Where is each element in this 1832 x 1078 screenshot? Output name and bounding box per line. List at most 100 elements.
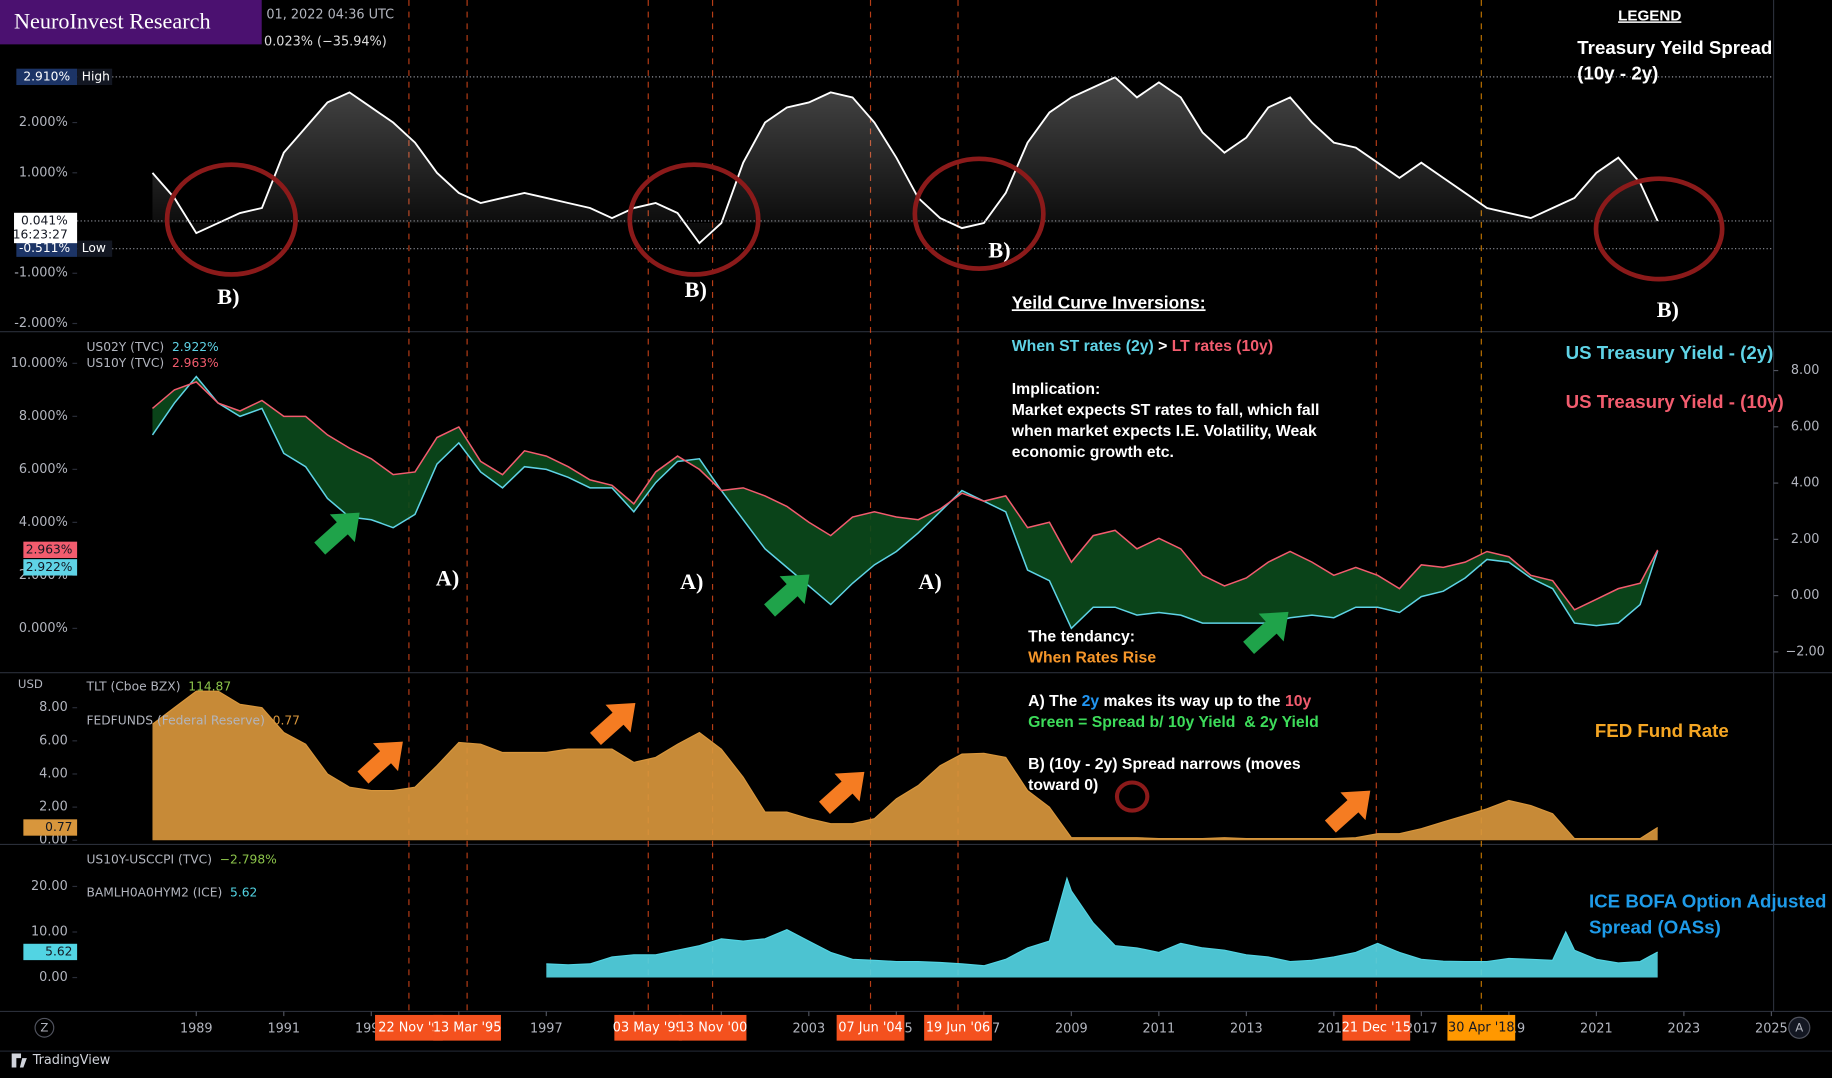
zoom-label[interactable]: Z <box>40 1020 48 1034</box>
y-tick-label: 0.00 <box>39 970 68 985</box>
y-tick-label: 1.000% <box>19 165 68 180</box>
level-label: 2.910% <box>23 69 70 83</box>
legend-item: FED Fund Rate <box>1595 720 1729 741</box>
arrow <box>818 771 865 814</box>
x-tick-label: 1997 <box>530 1021 563 1036</box>
area-line <box>546 876 1658 967</box>
x-tick-label: 2003 <box>792 1021 825 1036</box>
legend-item: US Treasury Yield - (10y) <box>1566 391 1784 412</box>
note-part: B) (10y - 2y) Spread narrows (moves <box>1028 756 1301 773</box>
y-tick-label: 2.00 <box>39 800 68 815</box>
legend-value: 5.62 <box>230 885 257 899</box>
x-tick-label: 1989 <box>180 1021 213 1036</box>
highlight-circle <box>912 156 1046 271</box>
note-part: Green = Spread b/ 10y Yield & 2y Yield <box>1028 714 1319 731</box>
highlight-circle <box>1114 780 1150 813</box>
y2-tick-label: 4.00 <box>1791 476 1820 491</box>
note-part: Market expects ST rates to fall, which f… <box>1012 402 1320 419</box>
last-value-tag <box>23 559 78 576</box>
date-tag <box>836 1014 905 1041</box>
level-label: 0.041% <box>21 213 68 227</box>
legend-title: LEGEND <box>1618 7 1681 24</box>
date-tag <box>924 1014 992 1041</box>
note-line: Market expects ST rates to fall, which f… <box>1012 402 1320 419</box>
y-tick-label: 10.000% <box>11 356 68 371</box>
annotation: B) <box>685 277 707 302</box>
note-part: economic growth etc. <box>1012 444 1174 461</box>
x-tick-label: 2021 <box>1580 1021 1613 1036</box>
y-tick-label: 4.00 <box>39 766 68 781</box>
legend-entry: FEDFUNDS (Federal Reserve) 0.77 <box>86 713 299 727</box>
legend-value: 2.963% <box>172 356 219 370</box>
x-tick-label: 2025 <box>1755 1021 1788 1036</box>
annotation: B) <box>217 284 239 309</box>
legend-item: US Treasury Yield - (2y) <box>1566 342 1774 363</box>
y-tick-label: 20.00 <box>31 879 68 894</box>
legend-name: FEDFUNDS (Federal Reserve) <box>86 713 264 727</box>
y2-tick-label: 6.00 <box>1791 419 1820 434</box>
legend-entry: BAMLH0A0HYM2 (ICE) 5.62 <box>86 885 257 899</box>
last-value-tag <box>23 943 78 961</box>
note-part: 10y <box>1285 693 1312 710</box>
last-value-label: 2.922% <box>26 560 73 574</box>
note-line: B) (10y - 2y) Spread narrows (moves <box>1028 756 1301 773</box>
arrow <box>764 574 810 617</box>
tradingview-logo: TradingView <box>32 1053 111 1068</box>
auto-scale-label[interactable]: A <box>1795 1020 1803 1034</box>
note-part: A) The <box>1028 693 1081 710</box>
x-tick-label: 2015 <box>1318 1021 1351 1036</box>
date-tag-label: 30 Apr '18 <box>1448 1020 1515 1035</box>
date-tag <box>1342 1014 1411 1041</box>
notes-title: Yeild Curve Inversions: <box>1012 292 1206 312</box>
y-tick-label: 0.00 <box>39 833 68 848</box>
note-line: When ST rates (2y) > LT rates (10y) <box>1012 338 1273 355</box>
note-part: when market expects I.E. Volatility, Wea… <box>1011 423 1317 440</box>
date-tag-label: 19 Jun '06 <box>926 1020 990 1035</box>
y2-tick-label: 2.00 <box>1791 532 1820 547</box>
level-name: High <box>82 69 110 83</box>
auto-scale-button[interactable] <box>1788 1016 1811 1039</box>
series-line <box>151 375 1659 630</box>
spread-fill <box>152 376 1658 629</box>
y-tick-label: 6.000% <box>19 462 68 477</box>
legend-entry: US02Y (TVC) 2.922% <box>86 339 218 353</box>
tradingview-icon <box>11 1053 27 1068</box>
x-tick-label: 2011 <box>1143 1021 1176 1036</box>
legend-name: US02Y (TVC) <box>86 339 164 353</box>
note-part: The tendancy: <box>1028 629 1135 646</box>
date-tag-label: 03 May '99 <box>613 1020 684 1035</box>
legend-name: US10Y (TVC) <box>86 356 164 370</box>
legend-value: 2.922% <box>172 339 219 353</box>
annotation: B) <box>988 237 1010 262</box>
date-tag-label: 13 Nov '00 <box>678 1020 747 1035</box>
note-part: LT rates (10y) <box>1172 338 1273 355</box>
note-part: When Rates Rise <box>1028 650 1156 667</box>
y-tick-label: 6.00 <box>39 733 68 748</box>
annotation: A) <box>680 569 703 594</box>
note-line: economic growth etc. <box>1012 444 1174 461</box>
date-tag <box>433 1014 501 1041</box>
header-time: 01, 2022 04:36 UTC <box>266 8 394 23</box>
y2-tick-label: 0.00 <box>1791 588 1820 603</box>
note-line: A) The 2y makes its way up to the 10y <box>1028 693 1311 710</box>
unit-label: USD <box>18 677 43 691</box>
zoom-button[interactable] <box>34 1017 55 1038</box>
legend-value: −2.798% <box>220 852 277 866</box>
arrow <box>1243 611 1289 654</box>
level-label: -0.511% <box>19 241 70 255</box>
y-tick-label: -1.000% <box>14 266 68 281</box>
y-tick-label: -2.000% <box>14 316 68 331</box>
legend-value: 114.87 <box>188 679 231 693</box>
annotation: A) <box>918 569 941 594</box>
legend-item: (10y - 2y) <box>1577 63 1658 84</box>
date-tag-label: 13 Mar '95 <box>433 1020 502 1035</box>
date-tag <box>678 1014 747 1041</box>
note-line: Implication: <box>1012 381 1100 398</box>
note-line: Green = Spread b/ 10y Yield & 2y Yield <box>1028 714 1319 731</box>
note-line: when market expects I.E. Volatility, Wea… <box>1011 423 1317 440</box>
legend-item: Spread (OASs) <box>1589 916 1721 937</box>
note-part: Implication: <box>1012 381 1100 398</box>
y-tick-label: 8.000% <box>19 409 68 424</box>
